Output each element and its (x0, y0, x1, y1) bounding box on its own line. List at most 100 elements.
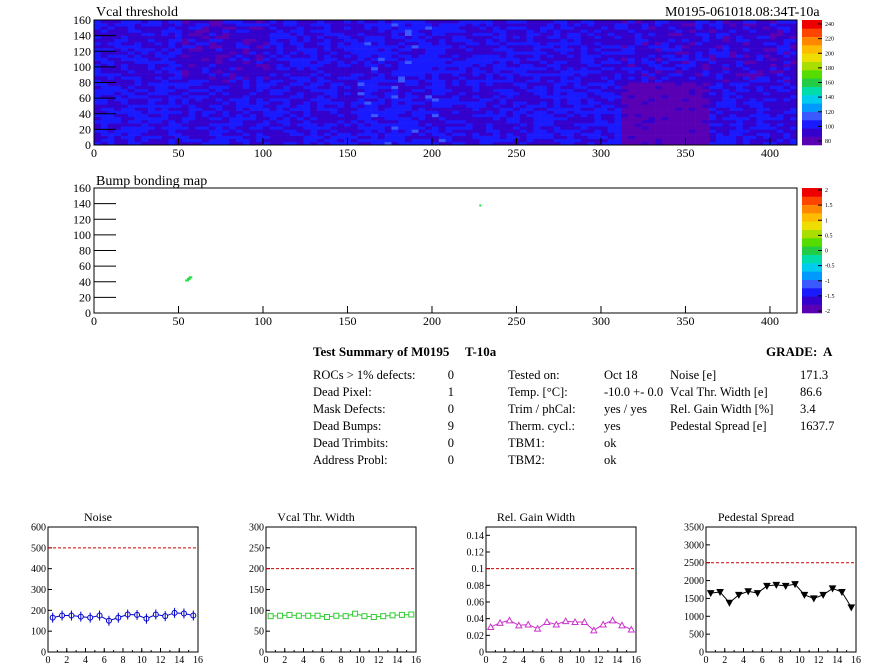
heatmap-cell (634, 113, 642, 118)
heatmap-cell (790, 48, 798, 52)
heatmap-cell (675, 95, 683, 99)
heatmap-cell (249, 116, 257, 121)
heatmap-cell (249, 138, 257, 143)
heatmap-cell (742, 57, 750, 61)
heatmap-cell (695, 79, 703, 83)
heatmap-cell (94, 66, 102, 71)
heatmap-cells (94, 20, 798, 146)
vcal-width-plot-series-line (270, 613, 412, 618)
heatmap-cell (479, 76, 487, 80)
heatmap-cell (100, 98, 108, 102)
heatmap-cell (283, 32, 291, 36)
pedestal-spread-plot-x-tick-label: 4 (741, 655, 746, 666)
heatmap-cell (154, 60, 162, 65)
heatmap-cell (452, 95, 460, 99)
heatmap-cell (229, 26, 237, 30)
heatmap-cell (445, 138, 453, 143)
heatmap-cell (459, 110, 467, 115)
heatmap-cell (540, 104, 548, 108)
heatmap-cell (371, 57, 379, 61)
heatmap-cell (769, 35, 778, 40)
pedestal-spread-plot-point (716, 589, 724, 597)
heatmap-cell (303, 38, 311, 43)
heatmap-cell (715, 45, 723, 49)
heatmap-cell (756, 26, 764, 30)
heatmap-cell (499, 104, 507, 108)
heatmap-cell (283, 51, 291, 55)
heatmap-cell (587, 88, 595, 93)
heatmap-cell (181, 120, 189, 124)
heatmap-cell (648, 101, 656, 105)
heatmap-cell (364, 76, 372, 80)
heatmap-cell (154, 95, 162, 99)
heatmap-cell (479, 138, 487, 143)
heatmap-cell (526, 35, 534, 40)
heatmap-cell (107, 35, 115, 40)
heatmap-colorbar-label: 220 (825, 37, 834, 43)
heatmap-cell (195, 32, 203, 36)
heatmap-cell (594, 110, 602, 115)
heatmap-cell (675, 123, 683, 127)
heatmap-cell (486, 110, 494, 115)
heatmap-cell (404, 66, 413, 71)
heatmap-cell (675, 126, 683, 130)
heatmap-cell (499, 60, 507, 65)
heatmap-cell (283, 107, 291, 111)
heatmap-cell (303, 91, 311, 96)
heatmap-cell (404, 85, 413, 90)
heatmap-cell (296, 54, 304, 58)
heatmap-cell (357, 104, 365, 108)
gain-width-plot-point (608, 616, 617, 624)
heatmap-cell (553, 82, 561, 86)
heatmap-cell (323, 135, 331, 140)
heatmap-cell (283, 82, 291, 86)
heatmap-cell (459, 138, 467, 143)
heatmap-cell (114, 70, 122, 74)
heatmap-cell (573, 41, 581, 46)
heatmap-cell (364, 60, 372, 65)
heatmap-cell (594, 141, 602, 146)
heatmap-cell (404, 120, 413, 124)
heatmap-cell (594, 60, 602, 65)
heatmap-cell (235, 54, 244, 58)
heatmap-cell (790, 38, 798, 43)
heatmap-cell (364, 20, 372, 24)
heatmap-cell (425, 91, 433, 96)
heatmap-cell (229, 48, 237, 52)
heatmap-cell (357, 113, 365, 118)
heatmap-cell (303, 73, 311, 77)
heatmap-cell (323, 116, 331, 121)
heatmap-cell (344, 73, 352, 77)
heatmap-cell (202, 32, 210, 36)
pedestal-spread-plot-point (838, 589, 846, 597)
heatmap-cell (235, 141, 244, 146)
heatmap-cell (675, 29, 683, 33)
pedestal-spread-plot-y-tick-label: 2000 (684, 576, 704, 587)
heatmap-cell (573, 126, 581, 130)
heatmap-cell (648, 54, 656, 58)
heatmap-cell (459, 82, 467, 86)
heatmap-cell (715, 107, 723, 111)
heatmap-cell (357, 57, 365, 61)
heatmap-cell (344, 66, 352, 71)
heatmap-cell (127, 113, 135, 118)
heatmap-cell (161, 29, 169, 33)
heatmap-cell (127, 110, 135, 115)
heatmap-cell (208, 32, 216, 36)
heatmap-cell (621, 82, 629, 86)
heatmap-cell (364, 35, 372, 40)
heatmap-cell (452, 23, 460, 27)
heatmap-cell (127, 104, 135, 108)
heatmap-cell (269, 32, 277, 36)
heatmap-cell (350, 29, 358, 33)
bump-map-title: Bump bonding map (96, 174, 208, 189)
heatmap-colorbar-segment (802, 61, 822, 71)
heatmap-cell (661, 73, 669, 77)
heatmap-cell (783, 85, 791, 90)
heatmap-cell (168, 60, 176, 65)
heatmap-cell (749, 35, 757, 40)
heatmap-cell (722, 82, 730, 86)
heatmap-cell (188, 104, 196, 108)
heatmap-cell (533, 63, 541, 68)
heatmap-cell (161, 66, 169, 71)
